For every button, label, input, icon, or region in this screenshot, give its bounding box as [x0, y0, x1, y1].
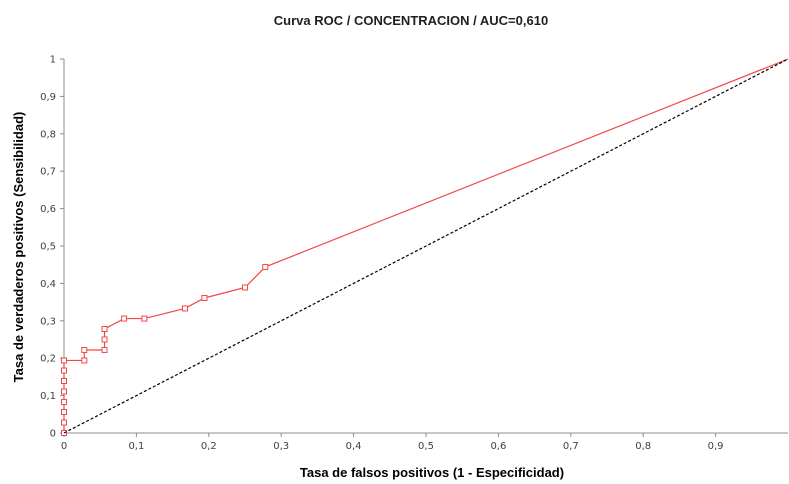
roc-point-marker	[121, 315, 128, 322]
y-tick-label: 0,1	[40, 391, 56, 402]
roc-point-marker	[262, 263, 269, 270]
y-tick-label: 0,4	[40, 279, 56, 290]
roc-point-marker	[61, 430, 67, 436]
roc-point-marker	[181, 305, 188, 312]
y-tick-label: 0,2	[40, 354, 56, 365]
roc-point-marker	[81, 357, 88, 364]
x-tick-label: 0,3	[273, 441, 289, 452]
x-tick-label: 0	[61, 441, 67, 452]
x-tick-label: 0,7	[563, 441, 579, 452]
roc-point-marker	[61, 409, 67, 416]
roc-point-marker	[101, 336, 108, 343]
reference-diagonal-line	[63, 58, 789, 434]
roc-point-marker	[101, 326, 108, 333]
y-tick-label: 1	[50, 55, 56, 66]
x-tick-label: 0,4	[346, 441, 362, 452]
roc-point-marker	[61, 357, 67, 364]
roc-point-marker	[61, 378, 67, 385]
roc-point-marker	[141, 315, 148, 322]
chart-title: Curva ROC / CONCENTRACION / AUC=0,610	[274, 13, 548, 28]
roc-point-marker	[201, 294, 208, 301]
x-tick-label: 0,5	[418, 441, 434, 452]
x-axis-label: Tasa de falsos positivos (1 - Especifici…	[300, 465, 564, 480]
roc-point-marker	[242, 284, 248, 291]
roc-point-marker	[61, 398, 67, 405]
x-tick-label: 0,8	[635, 441, 651, 452]
y-tick-label: 0,6	[40, 204, 56, 215]
roc-point-marker	[61, 388, 67, 395]
roc-point-marker	[101, 346, 108, 353]
roc-point-marker	[61, 367, 67, 374]
y-tick-label: 0,7	[40, 167, 56, 178]
x-tick-label: 0,2	[201, 441, 217, 452]
plot-area: 0 0,1 0,2 0,3 0,4 0,5 0,6 0,7 0,8 0,9 1 0 0,1 0,2 0,3 0…	[40, 55, 789, 452]
y-axis-label: Tasa de verdaderos positivos (Sensibilid…	[11, 112, 26, 383]
y-tick-label: 0,3	[40, 316, 56, 327]
x-tick-label: 0,9	[708, 441, 724, 452]
roc-point-marker	[61, 419, 67, 426]
y-tick-label: 0	[50, 429, 56, 440]
x-tick-label: 0,6	[490, 441, 506, 452]
y-tick-label: 0,8	[40, 129, 56, 140]
y-tick-label: 0,9	[40, 92, 56, 103]
x-tick-label: 0,1	[128, 441, 144, 452]
roc-point-marker	[81, 346, 88, 353]
y-tick-label: 0,5	[40, 242, 56, 253]
